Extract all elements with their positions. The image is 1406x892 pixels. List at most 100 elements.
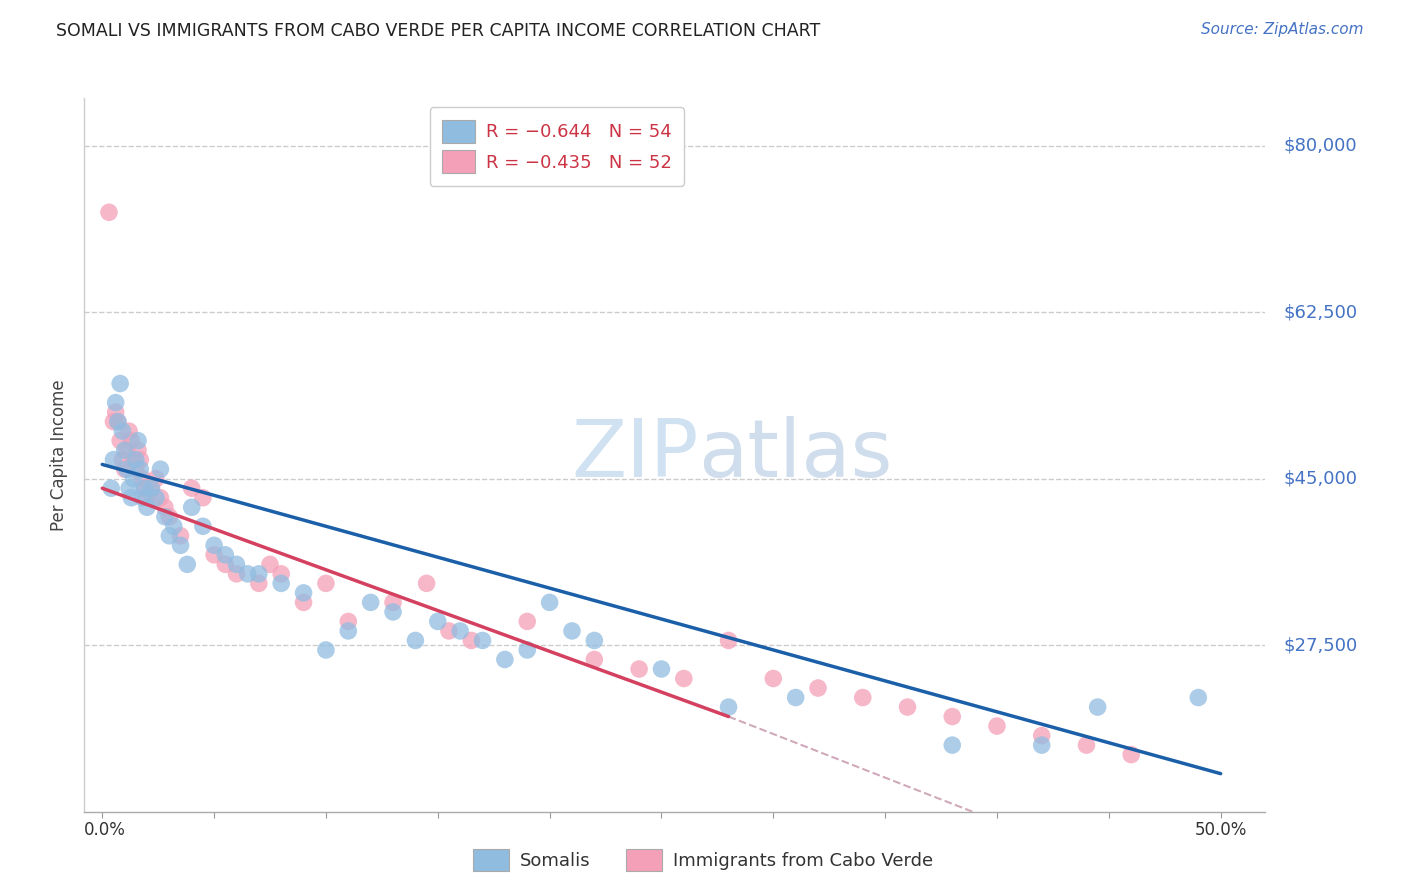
Point <box>717 700 740 714</box>
Point <box>114 462 136 476</box>
Text: 0.0%: 0.0% <box>84 822 127 839</box>
Point <box>247 566 270 581</box>
Point <box>98 205 120 219</box>
Point <box>1031 738 1053 752</box>
Point <box>131 472 153 486</box>
Point <box>180 481 202 495</box>
Point <box>717 633 740 648</box>
Point <box>176 558 198 572</box>
Point <box>538 595 561 609</box>
Point <box>131 491 153 505</box>
Point <box>115 462 138 476</box>
Point <box>628 662 651 676</box>
Point <box>1031 729 1053 743</box>
Point <box>494 652 516 666</box>
Point <box>153 509 176 524</box>
Point <box>214 558 236 572</box>
Point <box>118 424 141 438</box>
Point <box>270 566 292 581</box>
Point <box>259 558 281 572</box>
Point <box>807 681 830 695</box>
Point <box>153 500 176 515</box>
Point <box>120 491 142 505</box>
Point <box>315 576 337 591</box>
Point <box>149 491 172 505</box>
Point <box>157 529 180 543</box>
Point <box>111 452 134 467</box>
Point <box>785 690 807 705</box>
Point <box>104 395 127 409</box>
Point <box>115 443 138 458</box>
Point <box>214 548 236 562</box>
Point <box>382 605 405 619</box>
Point <box>157 509 180 524</box>
Point <box>180 500 202 515</box>
Point <box>134 481 156 495</box>
Point <box>136 491 159 505</box>
Point <box>650 662 672 676</box>
Point <box>337 615 360 629</box>
Point <box>141 481 163 495</box>
Text: $62,500: $62,500 <box>1284 303 1357 321</box>
Point <box>107 415 129 429</box>
Point <box>941 709 963 723</box>
Point <box>852 690 875 705</box>
Point <box>114 443 136 458</box>
Point <box>404 633 426 648</box>
Point <box>120 434 142 448</box>
Point <box>191 491 214 505</box>
Point <box>136 500 159 515</box>
Point <box>460 633 482 648</box>
Point <box>104 405 127 419</box>
Point <box>111 424 134 438</box>
Point <box>360 595 382 609</box>
Point <box>225 566 247 581</box>
Text: atlas: atlas <box>699 416 893 494</box>
Point <box>437 624 460 638</box>
Point <box>108 434 131 448</box>
Point <box>134 481 156 495</box>
Point <box>941 738 963 752</box>
Point <box>986 719 1008 733</box>
Point <box>108 376 131 391</box>
Point <box>169 529 191 543</box>
Point <box>270 576 292 591</box>
Point <box>247 576 270 591</box>
Text: 50.0%: 50.0% <box>1195 822 1247 839</box>
Text: ZIP: ZIP <box>571 416 699 494</box>
Text: SOMALI VS IMMIGRANTS FROM CABO VERDE PER CAPITA INCOME CORRELATION CHART: SOMALI VS IMMIGRANTS FROM CABO VERDE PER… <box>56 22 821 40</box>
Point <box>896 700 918 714</box>
Point <box>145 491 167 505</box>
Point <box>1076 738 1098 752</box>
Text: $80,000: $80,000 <box>1284 136 1357 154</box>
Point <box>225 558 247 572</box>
Point <box>315 643 337 657</box>
Point <box>149 462 172 476</box>
Legend: R = −0.644   N = 54, R = −0.435   N = 52: R = −0.644 N = 54, R = −0.435 N = 52 <box>429 107 685 186</box>
Legend: Somalis, Immigrants from Cabo Verde: Somalis, Immigrants from Cabo Verde <box>465 842 941 879</box>
Y-axis label: Per Capita Income: Per Capita Income <box>51 379 69 531</box>
Point <box>672 672 695 686</box>
Point <box>127 434 149 448</box>
Point <box>202 548 225 562</box>
Point <box>762 672 785 686</box>
Point <box>337 624 360 638</box>
Text: $27,500: $27,500 <box>1284 636 1357 654</box>
Point <box>382 595 405 609</box>
Point <box>516 643 538 657</box>
Point <box>125 452 148 467</box>
Point <box>100 481 122 495</box>
Text: $45,000: $45,000 <box>1284 470 1357 488</box>
Point <box>426 615 449 629</box>
Point <box>122 452 145 467</box>
Point <box>122 472 145 486</box>
Point <box>141 481 163 495</box>
Point <box>415 576 437 591</box>
Point <box>561 624 583 638</box>
Point <box>292 595 315 609</box>
Point <box>127 443 149 458</box>
Point <box>1187 690 1209 705</box>
Point <box>236 566 259 581</box>
Point <box>103 452 125 467</box>
Point <box>583 652 606 666</box>
